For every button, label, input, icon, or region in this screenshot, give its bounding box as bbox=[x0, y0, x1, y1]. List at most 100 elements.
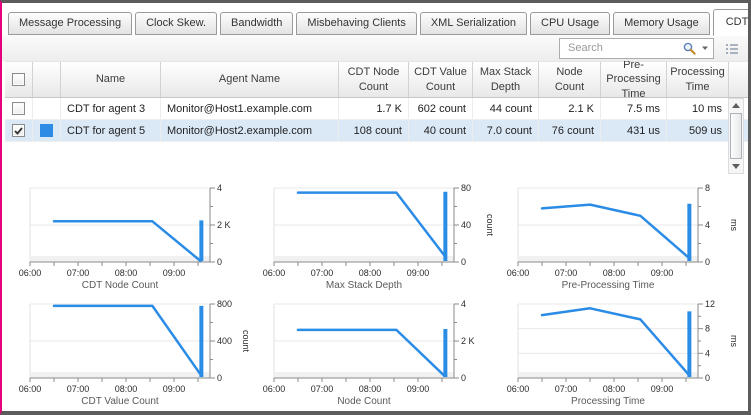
column-header-agent-name[interactable]: Agent Name bbox=[161, 62, 339, 97]
tab-memory-usage[interactable]: Memory Usage bbox=[613, 12, 710, 35]
scroll-up-icon[interactable] bbox=[729, 99, 743, 112]
svg-text:4: 4 bbox=[705, 348, 710, 358]
scroll-down-icon[interactable] bbox=[729, 160, 743, 173]
cell-pre-processing-time: 431 us bbox=[601, 120, 667, 141]
cell-cdt-node-count: 108 count bbox=[339, 120, 409, 141]
svg-text:80: 80 bbox=[461, 183, 471, 193]
cell-agent-name: Monitor@Host1.example.com bbox=[161, 98, 339, 119]
row-checkbox[interactable] bbox=[12, 124, 25, 137]
svg-text:09:00: 09:00 bbox=[407, 268, 430, 278]
svg-text:2 K: 2 K bbox=[461, 336, 475, 346]
column-header-processing-time[interactable]: Processing Time bbox=[667, 62, 729, 97]
svg-text:09:00: 09:00 bbox=[407, 384, 430, 394]
chart-title: Max Stack Depth bbox=[326, 280, 402, 291]
svg-text:09:00: 09:00 bbox=[651, 384, 674, 394]
tab-misbehaving-clients[interactable]: Misbehaving Clients bbox=[296, 12, 417, 35]
chart-max-stack-depth: 06:00 07:00 08:00 09:00 0 40 80 count Max Stack … bbox=[263, 183, 495, 291]
data-grid: Name Agent Name CDT Node Count CDT Value Co… bbox=[5, 59, 748, 174]
svg-text:8: 8 bbox=[705, 183, 710, 193]
svg-text:08:00: 08:00 bbox=[603, 268, 626, 278]
cell-max-stack-depth: 44 count bbox=[473, 98, 539, 119]
chart-unit-label: ms bbox=[729, 335, 739, 347]
table-row-cdt-for-agent-5[interactable]: CDT for agent 5 Monitor@Host2.example.com… bbox=[5, 120, 748, 142]
select-all-checkbox[interactable] bbox=[12, 73, 25, 86]
cell-cdt-value-count: 40 count bbox=[409, 120, 473, 141]
tab-message-processing[interactable]: Message Processing bbox=[8, 12, 133, 35]
svg-text:4: 4 bbox=[705, 220, 710, 230]
svg-text:07:00: 07:00 bbox=[67, 384, 90, 394]
scrollbar-thumb[interactable] bbox=[730, 113, 742, 159]
chart-title: Pre-Processing Time bbox=[562, 280, 655, 291]
tab-cdt-submission[interactable]: CDT Submission bbox=[712, 9, 748, 36]
chart-title: CDT Node Count bbox=[82, 280, 159, 291]
series-color-header-cell bbox=[33, 62, 61, 97]
cell-processing-time: 10 ms bbox=[667, 98, 729, 119]
column-chooser-icon[interactable] bbox=[724, 42, 740, 55]
tab-xml-serialization[interactable]: XML Serialization bbox=[419, 12, 528, 35]
cell-node-count: 2.1 K bbox=[539, 98, 601, 119]
tab-cpu-usage[interactable]: CPU Usage bbox=[530, 12, 611, 35]
charts-area: 06:00 07:00 08:00 09:00 0 2 K 4 CDT Node Count 0… bbox=[2, 182, 748, 410]
svg-text:0: 0 bbox=[461, 257, 466, 267]
svg-text:06:00: 06:00 bbox=[19, 268, 42, 278]
svg-text:08:00: 08:00 bbox=[603, 384, 626, 394]
cell-processing-time: 509 us bbox=[667, 120, 729, 141]
svg-text:0: 0 bbox=[705, 257, 710, 267]
svg-text:8: 8 bbox=[705, 324, 710, 334]
svg-text:06:00: 06:00 bbox=[507, 268, 530, 278]
svg-text:06:00: 06:00 bbox=[507, 384, 530, 394]
table-row-cdt-for-agent-3[interactable]: CDT for agent 3 Monitor@Host1.example.com… bbox=[5, 98, 748, 120]
svg-text:40: 40 bbox=[461, 220, 471, 230]
row-checkbox[interactable] bbox=[12, 102, 25, 115]
chart-series-line bbox=[540, 307, 690, 376]
svg-text:07:00: 07:00 bbox=[555, 384, 578, 394]
chart-title: Processing Time bbox=[571, 396, 645, 407]
search-box[interactable] bbox=[559, 37, 714, 59]
chart-series-line bbox=[540, 203, 690, 259]
column-header-cdt-value-count[interactable]: CDT Value Count bbox=[409, 62, 473, 97]
svg-text:0: 0 bbox=[217, 257, 222, 267]
chart-series-line bbox=[52, 220, 202, 263]
cell-cdt-value-count: 602 count bbox=[409, 98, 473, 119]
column-header-pre-processing-time[interactable]: Pre-Processing Time bbox=[601, 59, 667, 100]
svg-text:06:00: 06:00 bbox=[263, 384, 286, 394]
series-color-cell bbox=[33, 98, 61, 119]
tab-clock-skew[interactable]: Clock Skew. bbox=[135, 12, 218, 35]
svg-text:07:00: 07:00 bbox=[311, 268, 334, 278]
cell-name: CDT for agent 5 bbox=[61, 120, 161, 141]
cell-agent-name: Monitor@Host2.example.com bbox=[161, 120, 339, 141]
chart-node-count: 06:00 07:00 08:00 09:00 0 2 K 4 Node Count bbox=[263, 299, 475, 407]
svg-text:09:00: 09:00 bbox=[163, 268, 186, 278]
svg-text:800: 800 bbox=[217, 299, 232, 309]
svg-text:07:00: 07:00 bbox=[67, 268, 90, 278]
svg-text:09:00: 09:00 bbox=[163, 384, 186, 394]
tab-bandwidth[interactable]: Bandwidth bbox=[220, 12, 294, 35]
chart-pre-processing-time: 06:00 07:00 08:00 09:00 0 4 8 ms Pre-Processing … bbox=[507, 183, 739, 291]
series-color-cell bbox=[33, 120, 61, 141]
chart-title: CDT Value Count bbox=[81, 396, 159, 407]
search-input[interactable] bbox=[566, 41, 682, 55]
column-header-name[interactable]: Name bbox=[61, 62, 161, 97]
row-checkbox-cell[interactable] bbox=[5, 98, 33, 119]
svg-text:4: 4 bbox=[217, 183, 222, 193]
svg-text:08:00: 08:00 bbox=[359, 268, 382, 278]
grid-header-row: Name Agent Name CDT Node Count CDT Value Co… bbox=[5, 59, 748, 100]
chart-cdt-value-count: 06:00 07:00 08:00 09:00 0 400 800 count CDT Valu… bbox=[19, 299, 251, 407]
column-header-max-stack-depth[interactable]: Max Stack Depth bbox=[473, 62, 539, 97]
view-tabbar: Message Processing Clock Skew. Bandwidth Mi… bbox=[2, 3, 748, 36]
svg-text:400: 400 bbox=[217, 336, 232, 346]
row-checkbox-cell[interactable] bbox=[5, 120, 33, 141]
column-header-node-count[interactable]: Node Count bbox=[539, 62, 601, 97]
search-options-caret-icon[interactable] bbox=[701, 45, 709, 51]
svg-text:09:00: 09:00 bbox=[651, 268, 674, 278]
column-header-cdt-node-count[interactable]: CDT Node Count bbox=[339, 62, 409, 97]
search-icon[interactable] bbox=[682, 41, 697, 56]
select-all-header-cell[interactable] bbox=[5, 62, 33, 97]
grid-toolbar bbox=[2, 35, 748, 61]
svg-text:0: 0 bbox=[461, 373, 466, 383]
series-color-swatch bbox=[40, 124, 53, 137]
svg-text:08:00: 08:00 bbox=[359, 384, 382, 394]
chart-unit-label: ms bbox=[729, 219, 739, 231]
vertical-scrollbar[interactable] bbox=[728, 98, 744, 174]
